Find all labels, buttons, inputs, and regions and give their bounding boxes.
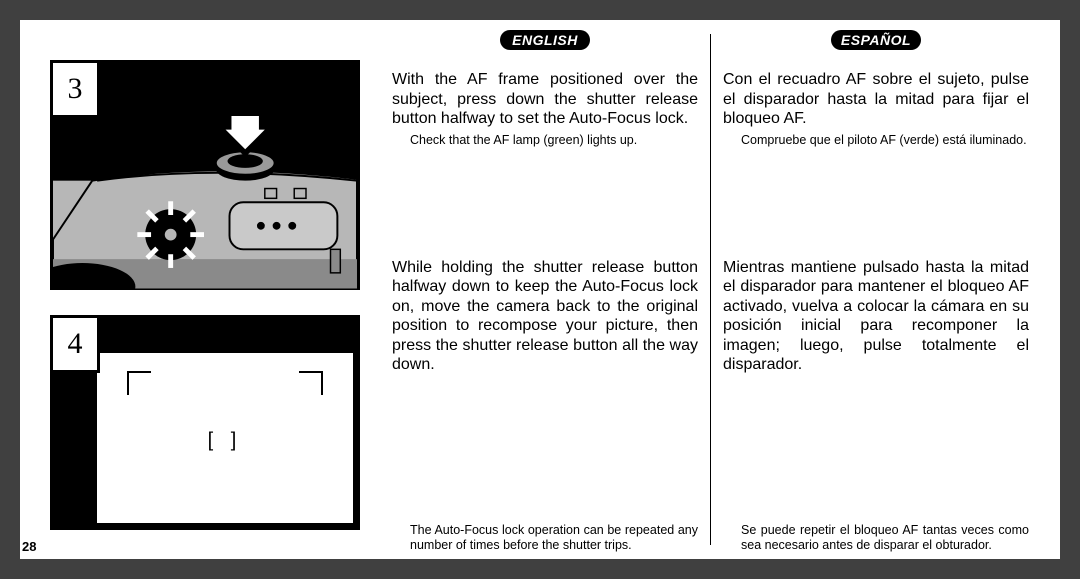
language-tag-spanish: ESPAÑOL bbox=[831, 30, 921, 50]
step3-main-text: Con el recuadro AF sobre el sujeto, puls… bbox=[723, 70, 1029, 129]
af-frame-brackets-icon: [ ] bbox=[208, 430, 243, 453]
page-number: 28 bbox=[22, 539, 36, 554]
step3-sub-text: Compruebe que el piloto AF (verde) está … bbox=[723, 133, 1029, 148]
language-tag-english: ENGLISH bbox=[500, 30, 590, 50]
spanish-column: ESPAÑOL Con el recuadro AF sobre el suje… bbox=[711, 20, 1041, 559]
step3-sub-text: Check that the AF lamp (green) lights up… bbox=[392, 133, 698, 148]
english-column: ENGLISH With the AF frame positioned ove… bbox=[380, 20, 710, 559]
viewfinder-frame: [ ] bbox=[97, 353, 353, 523]
step4-text-block: Mientras mantiene pulsado hasta la mitad… bbox=[723, 258, 1029, 375]
step4-sub-text: The Auto-Focus lock operation can be rep… bbox=[392, 523, 698, 553]
step-number: 4 bbox=[68, 327, 83, 361]
step-number-box: 4 bbox=[50, 315, 100, 373]
figures-column: 3 bbox=[20, 20, 380, 559]
vf-corner-icon bbox=[127, 371, 151, 395]
step4-main-text: While holding the shutter release button… bbox=[392, 258, 698, 375]
step-number: 3 bbox=[68, 72, 83, 106]
step4-main-text: Mientras mantiene pulsado hasta la mitad… bbox=[723, 258, 1029, 375]
vf-corner-icon bbox=[299, 371, 323, 395]
step3-text-block: With the AF frame positioned over the su… bbox=[392, 70, 698, 148]
step4-text-block: While holding the shutter release button… bbox=[392, 258, 698, 375]
step4-sub-text: Se puede repetir el bloqueo AF tantas ve… bbox=[723, 523, 1029, 553]
figure-step-4: 4 [ ] bbox=[50, 315, 360, 530]
step3-main-text: With the AF frame positioned over the su… bbox=[392, 70, 698, 129]
step-number-box: 3 bbox=[50, 60, 100, 118]
step3-text-block: Con el recuadro AF sobre el sujeto, puls… bbox=[723, 70, 1029, 148]
manual-page: 3 bbox=[20, 20, 1060, 559]
figure-step-3: 3 bbox=[50, 60, 360, 290]
